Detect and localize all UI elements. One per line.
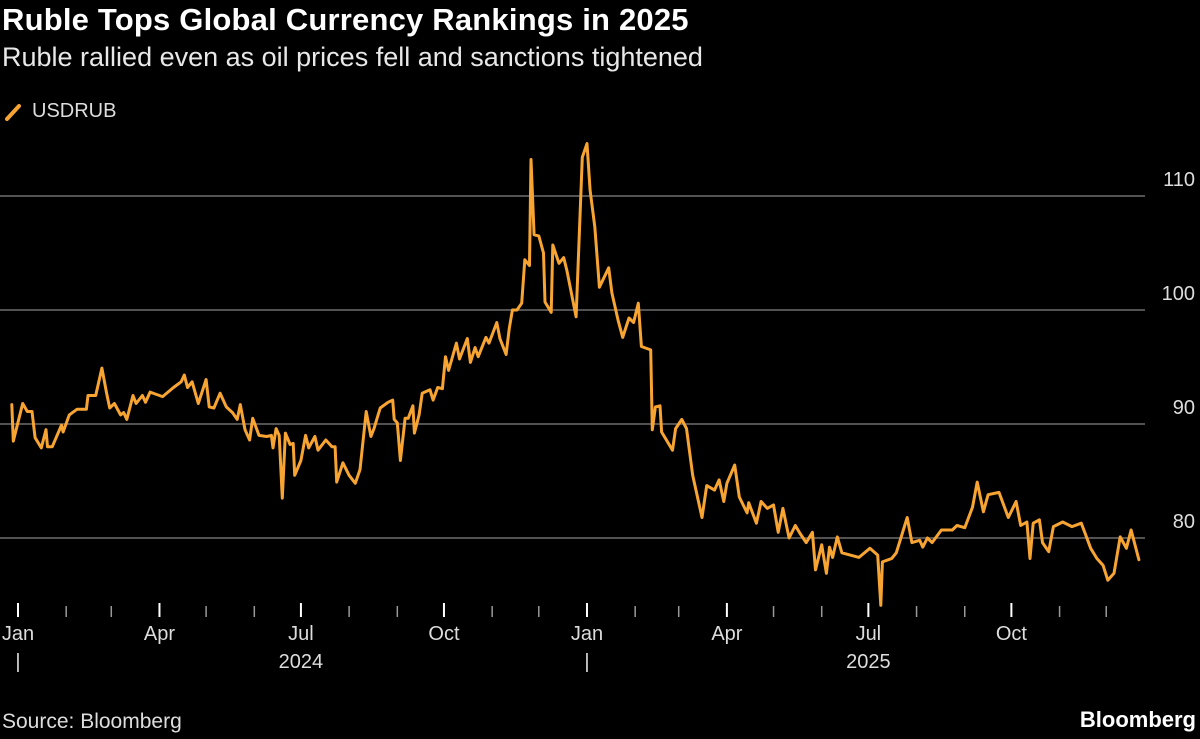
series-line-usdrub (10, 142, 1141, 607)
slash-line-icon (5, 103, 21, 121)
x-tick-label: Oct (996, 623, 1028, 645)
chart-subtitle: Ruble rallied even as oil prices fell an… (2, 42, 703, 72)
y-tick-label: 80 (1173, 511, 1195, 533)
x-tick-label: Jul (856, 623, 882, 645)
x-tick-label: Oct (428, 623, 460, 645)
x-tick-label: Apr (144, 623, 175, 645)
x-year-label: 2024 (279, 651, 324, 673)
source-note: Source: Bloomberg (2, 710, 182, 733)
x-tick-label: Jan (2, 623, 34, 645)
chart-title: Ruble Tops Global Currency Rankings in 2… (2, 2, 689, 37)
legend-label: USDRUB (32, 100, 117, 122)
year-separator: | (584, 651, 589, 673)
bloomberg-logo: Bloomberg (1079, 707, 1196, 732)
y-tick-label: 90 (1173, 397, 1195, 419)
x-tick-label: Apr (711, 623, 742, 645)
x-year-label: 2025 (846, 651, 891, 673)
y-tick-label: 100 (1162, 283, 1195, 305)
x-tick-label: Jul (288, 623, 314, 645)
year-separator: | (15, 651, 20, 673)
y-tick-label: 110 (1163, 169, 1195, 191)
legend: USDRUB (4, 100, 116, 123)
x-tick-label: Jan (571, 623, 603, 645)
